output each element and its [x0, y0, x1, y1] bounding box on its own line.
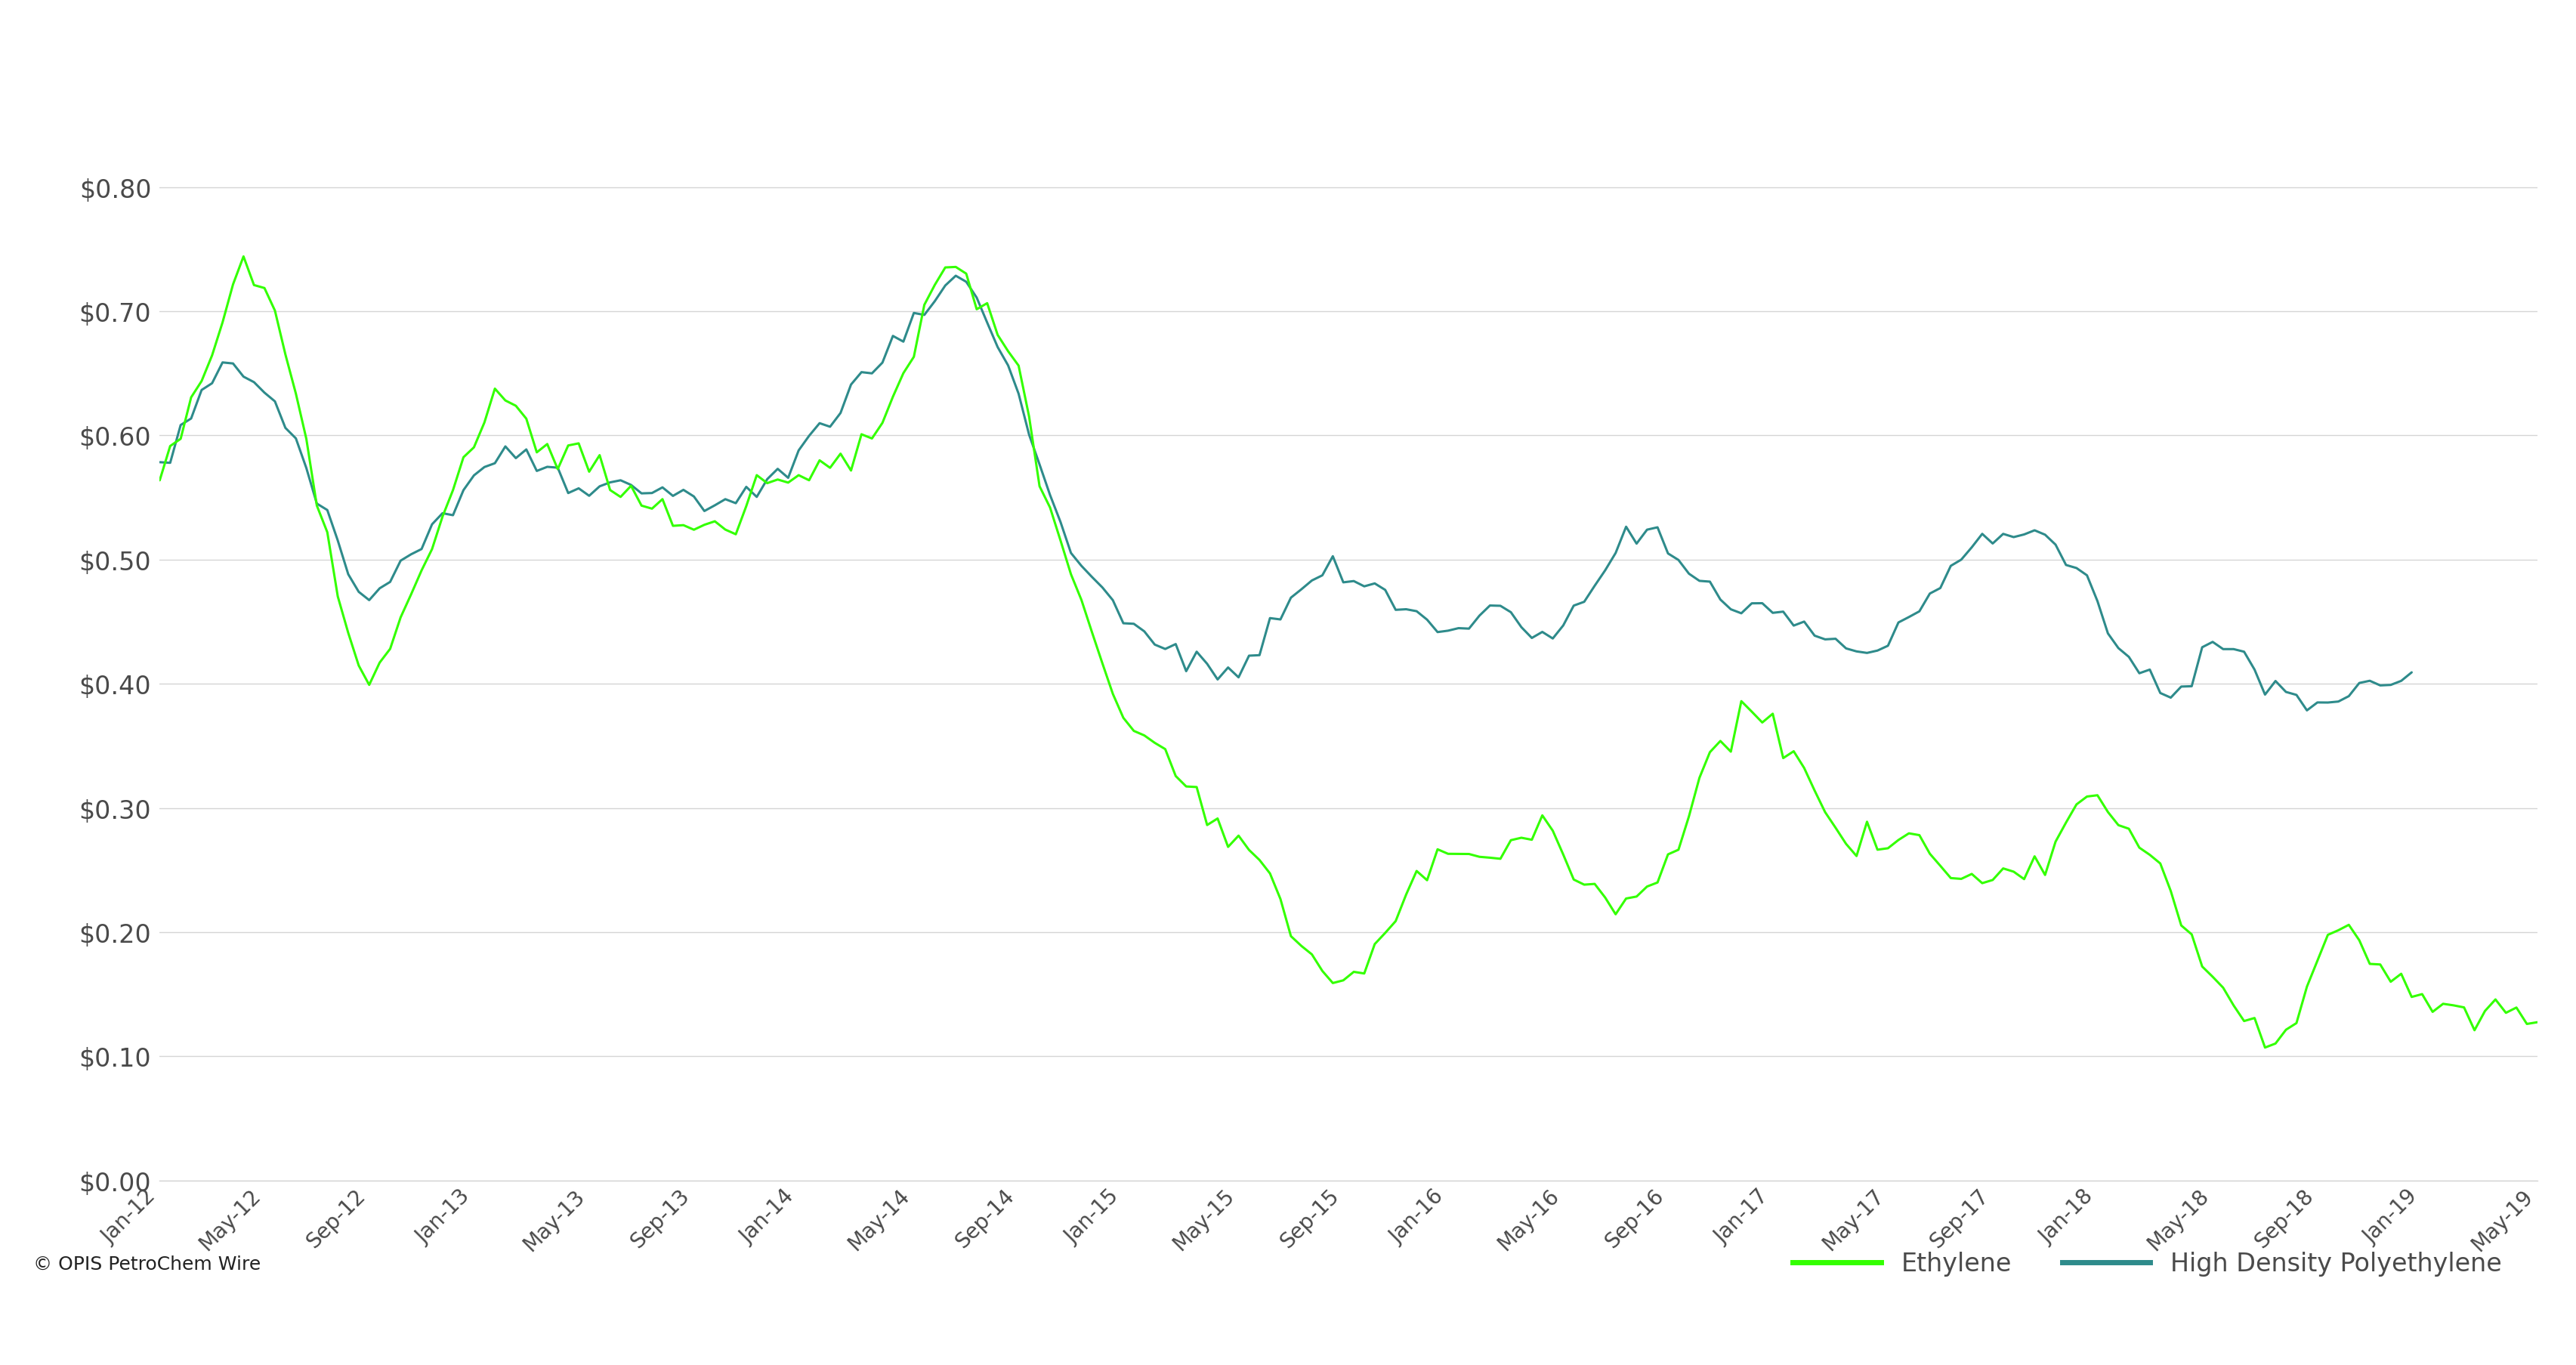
Text: 2012-2019: 2012-2019 — [33, 34, 374, 89]
Text: © OPIS PetroChem Wire: © OPIS PetroChem Wire — [33, 1254, 260, 1272]
Legend: Ethylene, High Density Polyethylene: Ethylene, High Density Polyethylene — [1783, 1241, 2512, 1286]
